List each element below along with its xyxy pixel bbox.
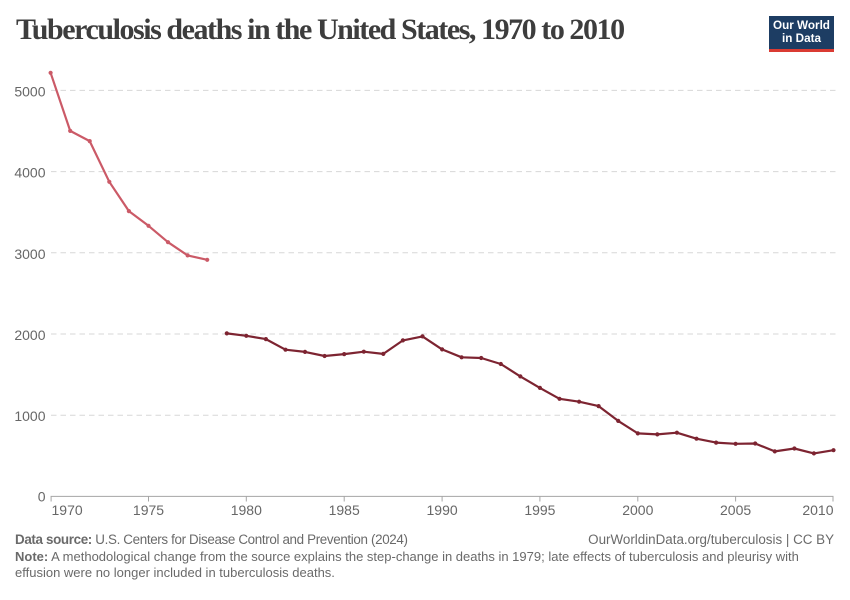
svg-text:1000: 1000 [14, 408, 45, 424]
svg-text:2005: 2005 [720, 502, 751, 518]
svg-text:2000: 2000 [14, 327, 45, 343]
svg-text:1990: 1990 [427, 502, 458, 518]
svg-text:1985: 1985 [329, 502, 360, 518]
svg-text:0: 0 [38, 489, 46, 505]
svg-text:4000: 4000 [14, 165, 45, 181]
svg-text:1980: 1980 [231, 502, 262, 518]
svg-text:2010: 2010 [802, 502, 833, 518]
svg-text:3000: 3000 [14, 246, 45, 262]
svg-text:5000: 5000 [14, 83, 45, 99]
svg-text:1970: 1970 [52, 502, 83, 518]
svg-text:1975: 1975 [133, 502, 164, 518]
svg-text:1995: 1995 [524, 502, 555, 518]
svg-text:2000: 2000 [622, 502, 653, 518]
